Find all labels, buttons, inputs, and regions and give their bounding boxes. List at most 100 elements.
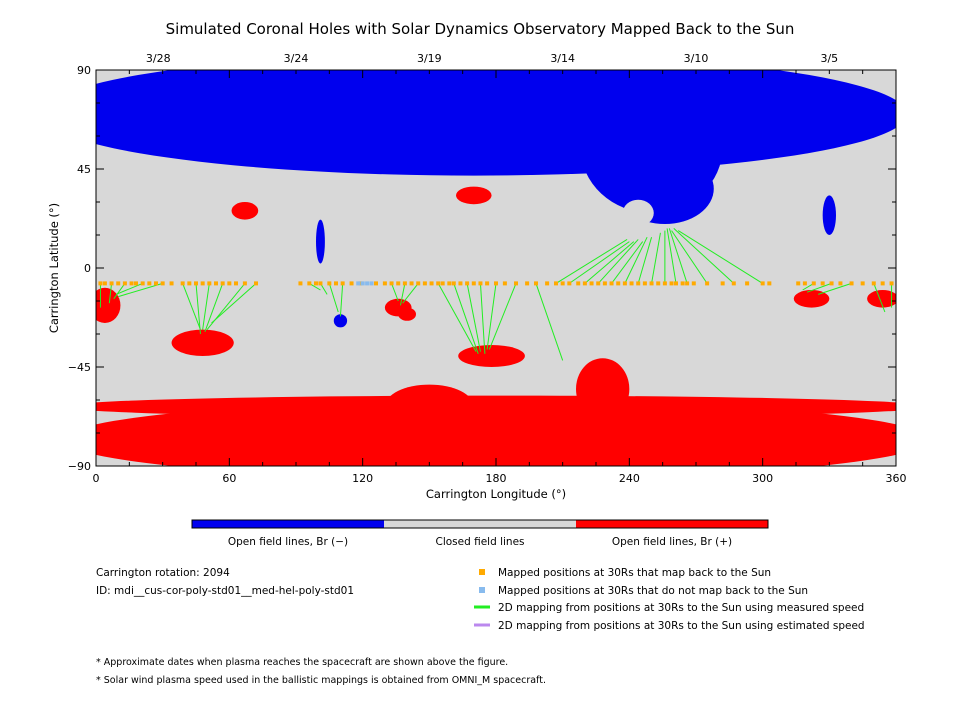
x-tick-label-0: 0 xyxy=(93,472,100,485)
mapped-point-57 xyxy=(560,281,565,286)
open-field-negative-region-6 xyxy=(333,314,348,328)
mapped-point-85 xyxy=(802,281,807,286)
mapped-point-44 xyxy=(451,281,456,286)
open-field-positive-region-9 xyxy=(384,384,474,429)
mapped-point-61 xyxy=(589,281,594,286)
mapped-point-1 xyxy=(102,281,107,286)
mapped-point-25 xyxy=(314,281,318,286)
top-date-label-3: 3/14 xyxy=(550,52,575,65)
open-field-positive-region-12 xyxy=(171,329,234,356)
mapped-point-33 xyxy=(382,281,387,286)
mapping-line-22 xyxy=(486,283,497,350)
mapped-point-38 xyxy=(416,281,421,286)
top-date-label-1: 3/24 xyxy=(284,52,309,65)
mapping-line-13 xyxy=(328,283,339,313)
mapping-line-8 xyxy=(204,283,224,332)
mapping-line-25 xyxy=(555,238,628,284)
mapped-point-71 xyxy=(656,281,661,286)
mapped-point-93 xyxy=(880,281,885,286)
carrington-rotation: Carrington rotation: 2094 xyxy=(96,567,230,579)
mapping-line-30 xyxy=(624,236,648,284)
x-tick-label-4: 240 xyxy=(619,472,640,485)
top-date-label-2: 3/19 xyxy=(417,52,442,65)
mapping-line-23 xyxy=(488,283,517,350)
colorbar-label-closed: Closed field lines xyxy=(435,536,525,548)
mapping-line-42 xyxy=(873,283,886,313)
mapping-line-35 xyxy=(668,228,688,284)
mapped-point-76 xyxy=(685,281,690,286)
mapped-point-2 xyxy=(109,281,114,286)
mapped-point-91 xyxy=(860,281,865,286)
colorbar-open-negative xyxy=(192,520,384,528)
mapped-point-37 xyxy=(409,281,414,286)
mapping-line-41 xyxy=(818,282,852,295)
legend-measured-label: 2D mapping from positions at 30Rs to the… xyxy=(498,602,865,614)
legend-estimated-label: 2D mapping from positions at 30Rs to the… xyxy=(498,620,865,632)
mapped-point-31 xyxy=(358,281,363,286)
mapped-point-3 xyxy=(116,281,121,286)
mapped-point-18 xyxy=(220,281,225,286)
mapped-point-23 xyxy=(298,281,303,286)
mapped-point-32 xyxy=(374,281,378,286)
mapping-line-4 xyxy=(118,282,163,298)
mapping-line-5 xyxy=(182,283,201,330)
mapping-line-20 xyxy=(466,283,481,352)
mapping-line-36 xyxy=(671,230,708,284)
mapping-lines xyxy=(99,228,893,361)
mapped-point-73 xyxy=(669,281,674,286)
mapped-point-10 xyxy=(160,281,165,286)
x-tick-label-6: 360 xyxy=(886,472,907,485)
mapped-point-59 xyxy=(576,281,581,286)
mapped-point-87 xyxy=(820,281,825,286)
top-date-label-4: 3/10 xyxy=(684,52,709,65)
open-field-negative-region-5 xyxy=(316,219,325,264)
mapped-point-69 xyxy=(642,281,647,286)
y-tick-label-1: 45 xyxy=(77,163,91,176)
mapped-point-82 xyxy=(760,281,765,286)
unmapped-point-3 xyxy=(369,281,374,286)
unmapped-point-0 xyxy=(356,281,361,286)
mapping-line-32 xyxy=(651,232,661,284)
x-tick-label-5: 300 xyxy=(752,472,773,485)
y-tick-label-4: −90 xyxy=(68,460,91,473)
top-date-label-5: 3/5 xyxy=(820,52,838,65)
mapped-point-0 xyxy=(98,281,103,286)
open-field-positive-region-17 xyxy=(793,290,830,308)
mapped-point-67 xyxy=(629,281,634,286)
mapped-point-39 xyxy=(422,281,427,286)
field-regions xyxy=(96,70,896,466)
mapped-point-15 xyxy=(200,281,205,286)
mapped-point-86 xyxy=(811,281,816,286)
legend-unmapped-swatch xyxy=(479,587,485,593)
mapped-point-53 xyxy=(525,281,530,286)
mapping-line-7 xyxy=(202,283,210,330)
mapped-point-68 xyxy=(636,281,641,286)
mapped-point-35 xyxy=(396,281,401,286)
x-tick-label-3: 180 xyxy=(486,472,507,485)
mapped-point-22 xyxy=(254,281,258,286)
mapped-point-63 xyxy=(602,281,607,286)
mapped-point-26 xyxy=(318,281,323,286)
mapped-point-60 xyxy=(582,281,587,286)
mapped-point-13 xyxy=(187,281,192,286)
mapping-line-10 xyxy=(211,283,257,324)
mapped-point-54 xyxy=(534,281,538,286)
mapped-point-47 xyxy=(471,281,476,286)
mapped-point-48 xyxy=(478,281,483,286)
mapping-line-24 xyxy=(535,283,564,361)
mapped-point-80 xyxy=(731,281,736,286)
mapped-point-75 xyxy=(680,281,685,286)
mapped-point-9 xyxy=(154,281,158,286)
mapping-line-19 xyxy=(453,283,479,354)
mapped-point-12 xyxy=(180,281,185,286)
mapped-point-17 xyxy=(214,281,218,286)
mapped-point-77 xyxy=(691,281,696,286)
mapped-point-24 xyxy=(307,281,312,286)
mapping-line-31 xyxy=(637,237,653,284)
mapping-line-37 xyxy=(673,228,735,284)
mapped-point-64 xyxy=(609,281,614,286)
mapped-point-16 xyxy=(207,281,212,286)
open-field-positive-region-11 xyxy=(96,287,121,323)
legend-mapped-label: Mapped positions at 30Rs that map back t… xyxy=(498,567,772,579)
